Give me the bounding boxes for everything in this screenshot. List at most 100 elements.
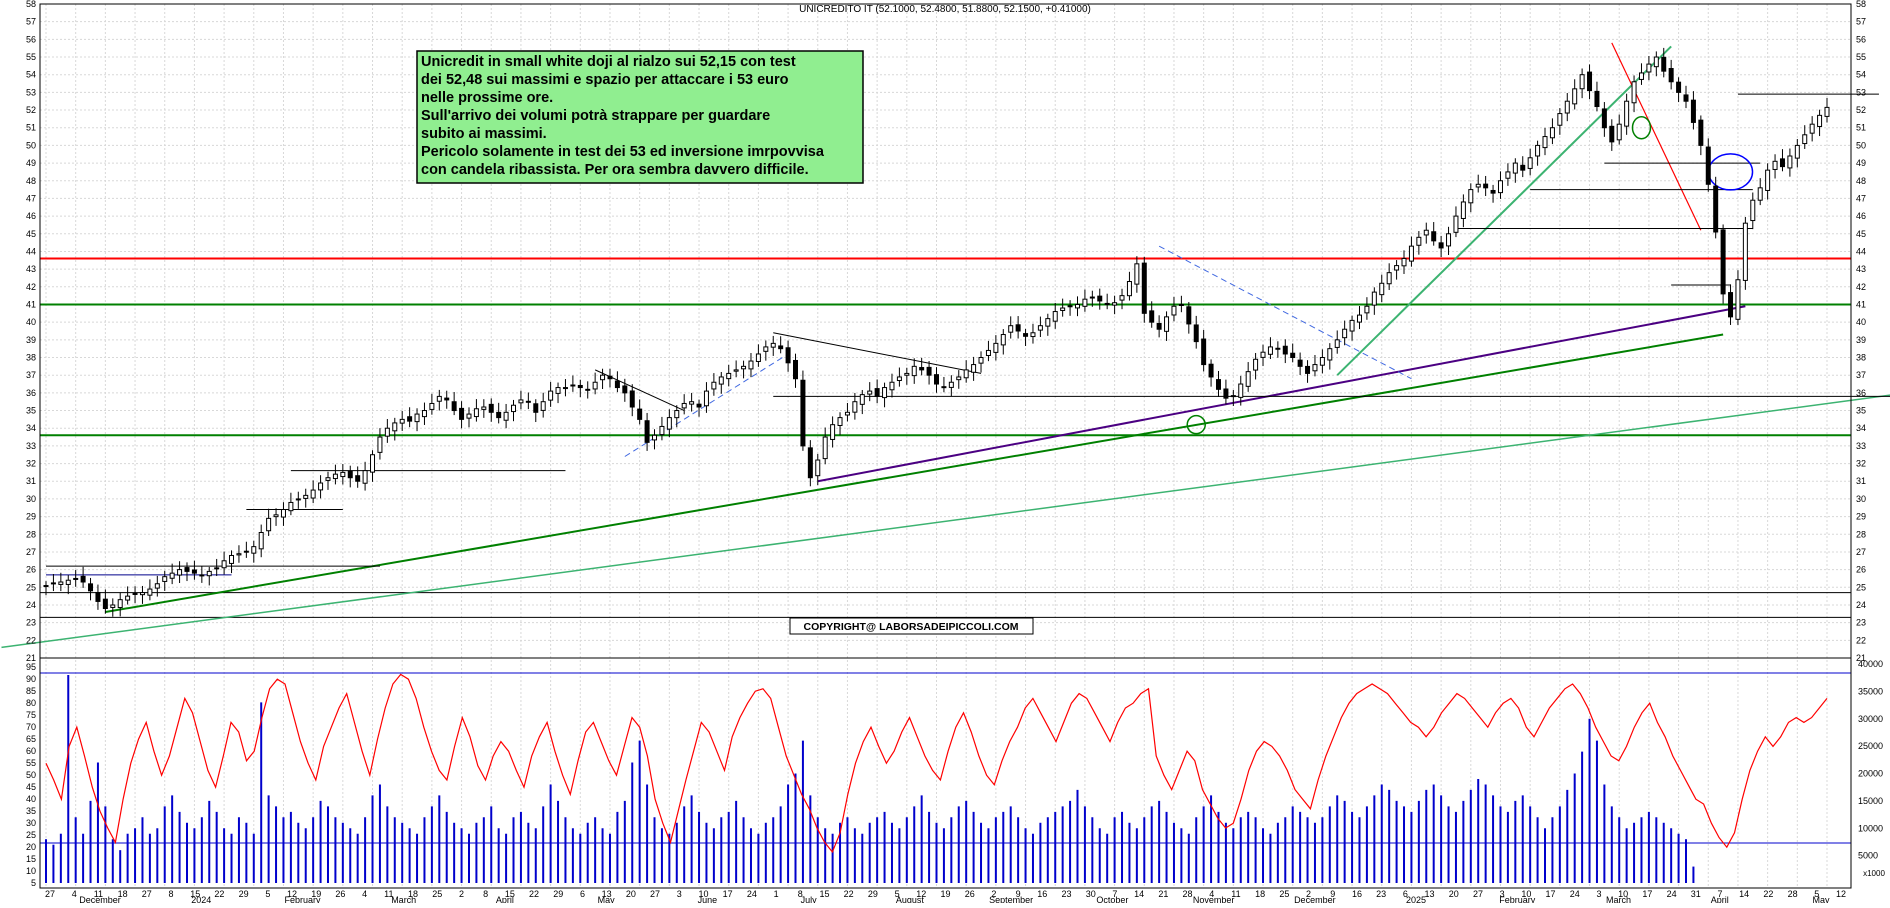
price-tick-right: 41 (1856, 299, 1866, 309)
candle-body (347, 470, 353, 479)
price-tick-right: 30 (1856, 494, 1866, 504)
price-tick-left: 21 (26, 653, 36, 663)
candle-body (548, 390, 554, 401)
volume-tick: 30000 (1858, 714, 1883, 724)
candle-body (1082, 298, 1088, 307)
candle-body (755, 353, 761, 362)
oscillator-tick: 75 (26, 710, 36, 720)
oscillator-tick: 90 (26, 674, 36, 684)
date-tick: 24 (747, 889, 757, 899)
candle-body (139, 592, 145, 596)
date-tick: 25 (432, 889, 442, 899)
date-tick: 4 (72, 889, 77, 899)
candle-body (1030, 332, 1036, 338)
candle-body (1401, 258, 1407, 267)
oscillator-tick: 15 (26, 854, 36, 864)
price-tick-right: 23 (1856, 618, 1866, 628)
candle-body (1676, 81, 1682, 93)
candle-body (934, 374, 939, 385)
oscillator-tick: 25 (26, 830, 36, 840)
date-tick: 7 (1717, 889, 1722, 899)
date-tick: 12 (916, 889, 926, 899)
price-tick-right: 44 (1856, 246, 1866, 256)
price-tick-left: 35 (26, 406, 36, 416)
oscillator-tick: 30 (26, 818, 36, 828)
price-tick-left: 44 (26, 246, 36, 256)
oscillator-tick: 40 (26, 794, 36, 804)
candle-body (1319, 357, 1325, 366)
candle-body (1253, 358, 1259, 371)
month-label: July (801, 895, 818, 903)
candle-body (1164, 316, 1170, 332)
date-tick: 16 (1352, 889, 1362, 899)
price-tick-right: 25 (1856, 582, 1866, 592)
long-channel-line (1, 394, 1890, 649)
candle-body (169, 572, 175, 579)
candle-body (674, 410, 680, 419)
candle-body (540, 401, 546, 411)
price-tick-left: 45 (26, 229, 36, 239)
month-label: December (79, 895, 121, 903)
candle-body (1757, 187, 1763, 201)
purple-trendline (817, 305, 1746, 483)
candle-body (830, 424, 836, 440)
candle-body (1631, 81, 1637, 104)
date-tick: 3 (677, 889, 682, 899)
oscillator-tick: 55 (26, 758, 36, 768)
price-tick-right: 47 (1856, 193, 1866, 203)
candle-body (919, 367, 925, 371)
price-tick-right: 36 (1856, 388, 1866, 398)
price-tick-left: 24 (26, 600, 36, 610)
price-tick-right: 31 (1856, 476, 1866, 486)
price-tick-right: 52 (1856, 105, 1866, 115)
date-tick: 22 (529, 889, 539, 899)
price-tick-right: 40 (1856, 317, 1866, 327)
candle-body (1067, 305, 1073, 308)
date-tick: 5 (265, 889, 270, 899)
candle-body (911, 365, 917, 377)
date-tick: 29 (239, 889, 249, 899)
date-tick: 22 (214, 889, 224, 899)
candle-body (466, 413, 472, 419)
candle-body (1201, 338, 1207, 366)
candle-body (1535, 144, 1541, 157)
date-tick: 25 (1279, 889, 1289, 899)
candle-body (837, 417, 843, 426)
price-tick-left: 37 (26, 370, 36, 380)
candle-body (689, 401, 695, 405)
price-tick-left: 55 (26, 52, 36, 62)
candle-body (1000, 334, 1006, 346)
date-tick: 30 (1086, 889, 1096, 899)
date-tick: 9 (1330, 889, 1335, 899)
price-tick-left: 51 (26, 123, 36, 133)
month-label: September (989, 895, 1033, 903)
volume-unit-label: x1000 (1863, 869, 1885, 878)
copyright-text: COPYRIGHT@ LABORSADEIPICCOLI.COM (804, 621, 1019, 633)
price-tick-right: 43 (1856, 264, 1866, 274)
price-tick-left: 38 (26, 353, 36, 363)
date-tick: 5 (1814, 889, 1819, 899)
candle-body (889, 381, 895, 391)
candle-body (1342, 328, 1348, 339)
candle-body (993, 342, 999, 353)
candle-body (58, 581, 64, 585)
candle-body (1720, 229, 1726, 295)
oscillator-tick: 45 (26, 782, 36, 792)
candle-body (1097, 295, 1103, 302)
candle-body (117, 599, 123, 609)
candle-body (1023, 333, 1029, 337)
volume-tick: 35000 (1858, 686, 1883, 696)
candle-body (703, 390, 709, 407)
candle-body (1037, 325, 1043, 331)
volume-tick: 40000 (1858, 659, 1883, 669)
candle-body (1713, 185, 1719, 233)
month-label: February (1499, 895, 1536, 903)
candle-body (1616, 123, 1622, 141)
oscillator-tick: 10 (26, 866, 36, 876)
date-tick: 19 (311, 889, 321, 899)
annotation-line-5: subito ai massimi. (421, 126, 547, 142)
candle-body (377, 436, 383, 453)
candle-body (562, 387, 568, 390)
candle-body (629, 390, 635, 408)
